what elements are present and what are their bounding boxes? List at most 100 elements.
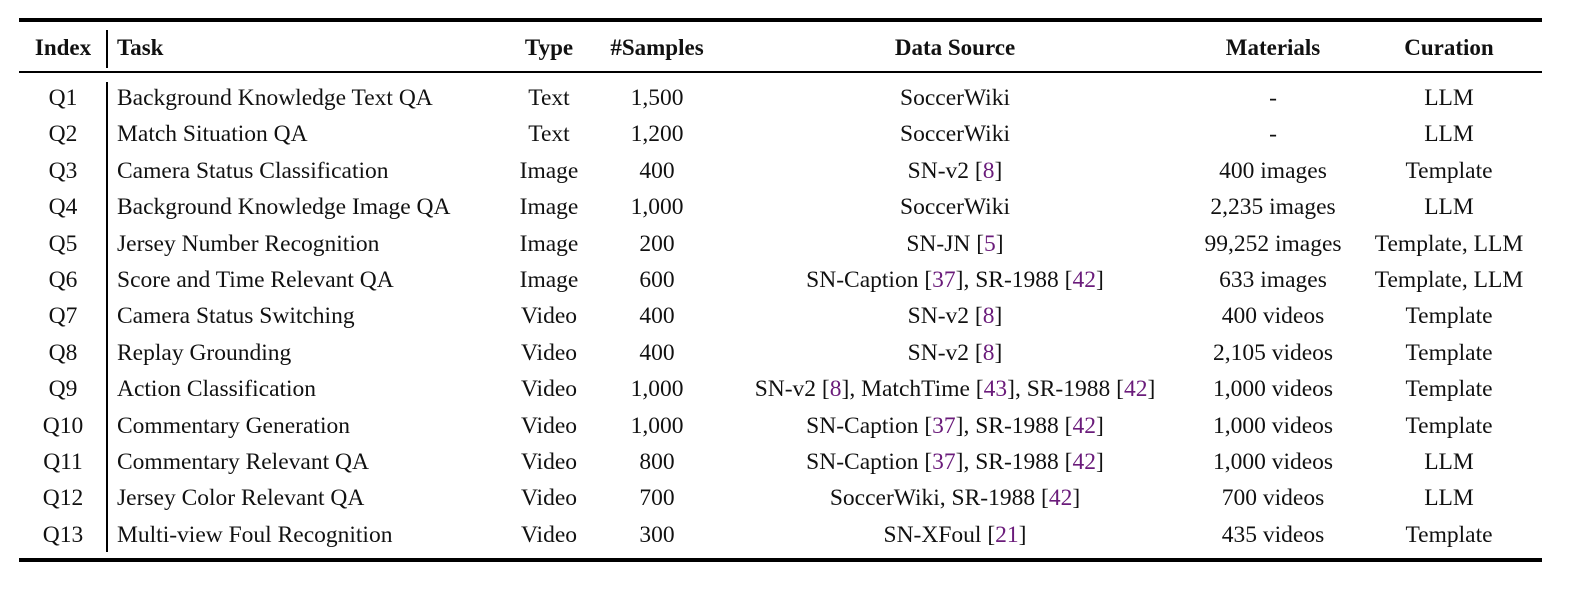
- cell-materials: 1,000 videos: [1212, 412, 1334, 439]
- source-text: SN-v2 [: [907, 339, 983, 366]
- table-row: Q12 Jersey Color Relevant QA Video 700 Socce…: [0, 480, 1578, 516]
- citation-link[interactable]: 8: [982, 339, 995, 366]
- cell-index: Q6: [48, 267, 78, 293]
- source-text: ]: [1018, 521, 1027, 548]
- cell-index: Q7: [48, 303, 78, 330]
- source-text: SN-XFoul [: [883, 521, 996, 548]
- cell-samples: 1,000: [630, 194, 684, 221]
- cell-index: Q11: [43, 449, 83, 475]
- cell-materials: -: [1269, 85, 1277, 111]
- header-rule: [19, 71, 1542, 73]
- cell-curation: LLM: [1424, 194, 1474, 221]
- cell-samples: 300: [639, 521, 675, 548]
- table-row: Q7 Camera Status Switching Video 400 SN-v2 […: [0, 298, 1578, 334]
- header-task: Task: [117, 35, 164, 60]
- header-index: Index: [34, 35, 92, 60]
- header-curation: Curation: [1404, 35, 1494, 60]
- citation-link[interactable]: 8: [829, 376, 842, 403]
- cell-data-source: SN-Caption [37], SR-1988 [42]: [806, 444, 1104, 480]
- header-materials: Materials: [1225, 35, 1321, 60]
- citation-link[interactable]: 8: [982, 157, 995, 184]
- source-text: ]: [1072, 485, 1081, 512]
- cell-curation: Template: [1405, 412, 1493, 439]
- cell-task: Background Knowledge Text QA: [117, 85, 433, 111]
- cell-curation: LLM: [1424, 485, 1474, 512]
- cell-samples: 1,200: [630, 121, 684, 148]
- table-row: Q8 Replay Grounding Video 400 SN-v2 [8] 2,105…: [0, 335, 1578, 371]
- citation-link[interactable]: 5: [984, 230, 996, 257]
- source-text: SoccerWiki: [900, 194, 1010, 221]
- source-text: SN-Caption [: [806, 412, 933, 439]
- source-text: SN-JN [: [906, 230, 985, 257]
- cell-type: Image: [519, 157, 579, 184]
- table-row: Q6 Score and Time Relevant QA Image 600 SN-C…: [0, 262, 1578, 298]
- cell-data-source: SN-JN [5]: [906, 226, 1003, 262]
- source-text: ]: [994, 157, 1003, 184]
- cell-curation: Template: [1405, 376, 1493, 403]
- cell-data-source: SoccerWiki: [900, 80, 1010, 116]
- cell-data-source: SoccerWiki: [900, 116, 1010, 152]
- header-data-source: Data Source: [894, 35, 1016, 60]
- cell-materials: 1,000 videos: [1212, 376, 1334, 403]
- source-text: ]: [994, 339, 1003, 366]
- citation-link[interactable]: 42: [1048, 485, 1073, 512]
- cell-type: Video: [520, 339, 578, 366]
- cell-data-source: SN-Caption [37], SR-1988 [42]: [806, 408, 1104, 444]
- cell-samples: 1,000: [630, 376, 684, 403]
- cell-task: Multi-view Foul Recognition: [117, 521, 393, 548]
- table-row: Q10 Commentary Generation Video 1,000 SN-Cap…: [0, 408, 1578, 444]
- citation-link[interactable]: 42: [1123, 376, 1148, 403]
- citation-link[interactable]: 43: [983, 376, 1008, 403]
- cell-task: Camera Status Classification: [117, 157, 389, 184]
- source-text: SN-Caption [: [806, 267, 933, 293]
- cell-index: Q5: [48, 230, 78, 257]
- cell-curation: Template: [1405, 157, 1493, 184]
- cell-samples: 400: [639, 339, 675, 366]
- citation-link[interactable]: 42: [1072, 412, 1097, 439]
- cell-curation: LLM: [1424, 449, 1474, 475]
- cell-samples: 1,000: [630, 412, 684, 439]
- cell-type: Video: [520, 412, 578, 439]
- cell-data-source: SN-v2 [8]: [908, 335, 1003, 371]
- cell-task: Commentary Relevant QA: [117, 449, 369, 475]
- cell-data-source: SN-XFoul [21]: [884, 517, 1027, 553]
- citation-link[interactable]: 42: [1072, 449, 1097, 475]
- header-type: Type: [524, 35, 574, 60]
- cell-type: Image: [519, 194, 579, 221]
- cell-materials: -: [1269, 121, 1277, 148]
- source-text: SN-Caption [: [806, 449, 933, 475]
- cell-type: Video: [520, 521, 578, 548]
- citation-link[interactable]: 8: [982, 303, 995, 330]
- cell-type: Video: [520, 449, 578, 475]
- table-row: Q5 Jersey Number Recognition Image 200 SN-JN…: [0, 226, 1578, 262]
- citation-link[interactable]: 37: [932, 449, 956, 475]
- cell-data-source: SN-v2 [8]: [908, 298, 1003, 334]
- source-text: ], MatchTime [: [841, 376, 984, 403]
- cell-index: Q13: [42, 521, 84, 548]
- header-samples: #Samples: [610, 35, 704, 60]
- source-text: SN-v2 [: [907, 157, 983, 184]
- cell-type: Image: [519, 267, 579, 293]
- cell-task: Score and Time Relevant QA: [117, 267, 394, 293]
- source-text: ]: [995, 230, 1004, 257]
- source-text: ]: [994, 303, 1003, 330]
- table-row: Q11 Commentary Relevant QA Video 800 SN-Capt…: [0, 444, 1578, 480]
- citation-link[interactable]: 37: [932, 412, 956, 439]
- cell-type: Video: [520, 376, 578, 403]
- citation-link[interactable]: 42: [1072, 267, 1097, 293]
- cell-materials: 2,105 videos: [1212, 339, 1334, 366]
- source-text: ]: [1096, 449, 1104, 475]
- cell-samples: 700: [639, 485, 675, 512]
- citation-link[interactable]: 37: [932, 267, 956, 293]
- cell-curation: Template, LLM: [1374, 230, 1524, 257]
- source-text: ], SR-1988 [: [955, 449, 1073, 475]
- column-divider: [106, 82, 108, 552]
- cell-index: Q4: [48, 194, 78, 221]
- source-text: ], SR-1988 [: [955, 412, 1073, 439]
- citation-link[interactable]: 21: [995, 521, 1019, 548]
- source-text: SoccerWiki: [900, 121, 1010, 148]
- table-row: Q9 Action Classification Video 1,000 SN-v2 […: [0, 371, 1578, 407]
- cell-materials: 99,252 images: [1204, 230, 1342, 257]
- cell-materials: 400 images: [1219, 157, 1327, 184]
- cell-task: Jersey Number Recognition: [117, 230, 380, 257]
